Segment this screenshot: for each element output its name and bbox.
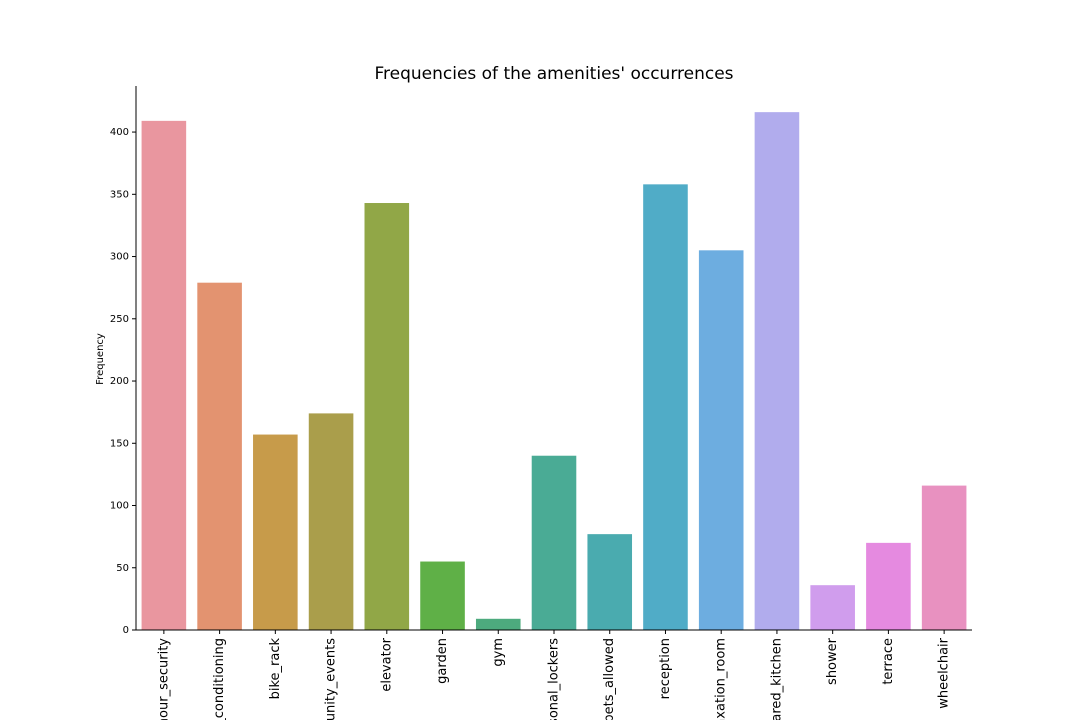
- y-tick-label: 300: [110, 252, 129, 263]
- bar: [141, 120, 187, 630]
- bar: [420, 561, 465, 630]
- x-tick-label: reception: [658, 638, 673, 699]
- x-tick-label: pets_allowed: [602, 638, 617, 720]
- x-tick-label: garden: [435, 638, 450, 684]
- y-tick-label: 50: [116, 563, 129, 574]
- bar: [253, 434, 298, 630]
- bar: [754, 112, 800, 631]
- y-tick-label: 100: [110, 501, 129, 512]
- chart-title: Frequencies of the amenities' occurrence…: [374, 64, 733, 84]
- x-tick-label: relaxation_room: [714, 638, 729, 720]
- y-tick-label: 150: [110, 438, 129, 449]
- x-tick-label: shower: [825, 637, 840, 685]
- y-tick-label: 250: [110, 314, 129, 325]
- x-tick-label: shared_kitchen: [769, 638, 784, 720]
- bar: [364, 203, 410, 630]
- bar: [810, 585, 855, 630]
- bar: [921, 485, 967, 630]
- y-axis-label: Frequency: [95, 333, 106, 385]
- y-tick-label: 200: [110, 376, 129, 387]
- x-tick-label: bike_rack: [268, 638, 283, 700]
- x-tick-label: personal_lockers: [547, 638, 562, 720]
- bar: [587, 534, 633, 630]
- bar: [643, 184, 688, 630]
- bar: [475, 618, 521, 630]
- bar: [866, 542, 911, 630]
- bar: [698, 250, 744, 630]
- y-tick-label: 350: [110, 189, 129, 200]
- x-tick-label: 24_hour_security: [156, 638, 171, 720]
- x-tick-label: terrace: [881, 638, 896, 685]
- x-tick-label: air_conditioning: [212, 638, 227, 720]
- bar: [308, 413, 354, 630]
- x-tick-label: gym: [491, 638, 506, 667]
- bar: [531, 455, 577, 630]
- x-tick-label: wheelchair: [937, 637, 952, 708]
- y-tick-label: 0: [123, 625, 129, 636]
- bar: [197, 282, 242, 630]
- x-tick-label: community_events: [324, 638, 339, 720]
- y-tick-label: 400: [110, 127, 129, 138]
- x-tick-label: elevator: [379, 637, 394, 691]
